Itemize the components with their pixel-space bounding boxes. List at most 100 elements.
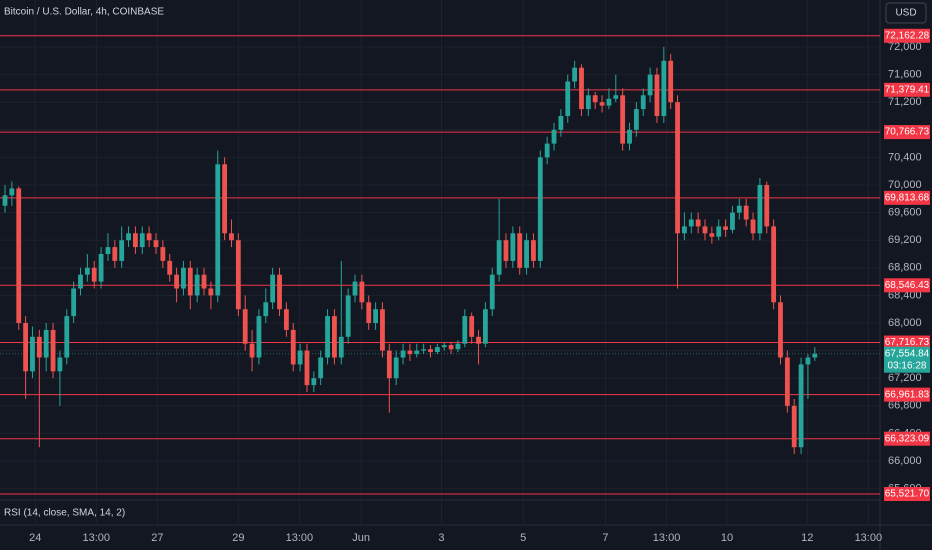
y-tick-label: 70,400 (888, 151, 922, 163)
candle-body (23, 323, 28, 372)
currency-button[interactable] (885, 2, 927, 24)
candle-body (235, 240, 241, 310)
x-tick-label: 29 (232, 532, 244, 544)
level-label: 67,716.73 (885, 337, 930, 348)
candle-body (181, 267, 186, 289)
candle-body (517, 233, 523, 268)
level-label: 66,961.83 (885, 389, 930, 400)
candle-body (524, 240, 529, 268)
candle-body (579, 67, 584, 110)
candle-body (441, 345, 447, 348)
candle-body (482, 309, 488, 344)
candle-body (126, 233, 131, 241)
candle-body (414, 350, 420, 355)
y-tick-label: 68,400 (888, 289, 922, 301)
candle-body (112, 247, 118, 261)
level-label: 71,379.41 (885, 84, 930, 95)
candle-body (771, 226, 777, 303)
candle-body (153, 240, 159, 248)
candle-body (386, 350, 392, 379)
y-tick-label: 66,000 (888, 455, 922, 467)
candle-body (242, 309, 248, 344)
candle-body (654, 74, 660, 116)
candle-body (174, 274, 179, 289)
current-price-label: 67,554.84 (885, 348, 930, 359)
level-label: 70,766.73 (885, 127, 930, 138)
y-tick-label: 71,200 (888, 96, 922, 108)
level-label-box (884, 431, 930, 446)
candle-body (9, 188, 15, 196)
candle-body (91, 267, 97, 282)
y-tick-label: 68,000 (888, 317, 922, 329)
candle-body (146, 233, 152, 241)
candle-body (43, 329, 49, 358)
level-label: 66,323.09 (885, 433, 930, 444)
x-tick-label: 24 (29, 532, 41, 544)
symbol-title: Bitcoin / U.S. Dollar, 4h, COINBASE (4, 7, 164, 18)
level-label-box (884, 487, 930, 502)
x-tick-label: Jun (352, 532, 370, 544)
candle-body (366, 302, 372, 324)
candle-body (297, 350, 303, 365)
candle-body (675, 102, 680, 234)
candle-body (201, 274, 207, 289)
countdown-label: 03:16:28 (888, 360, 927, 371)
candle-body (345, 295, 351, 337)
indicator-label: RSI (14, close, SMA, 14, 2) (4, 508, 125, 519)
candle-body (537, 157, 543, 261)
x-tick-label: 3 (438, 532, 444, 544)
y-tick-label: 66,800 (888, 400, 922, 412)
candle-body (277, 274, 282, 310)
current-price-box (884, 346, 930, 373)
candle-body (613, 95, 619, 99)
candle-body (627, 129, 632, 144)
x-tick-label: 12 (801, 532, 813, 544)
candle-body (57, 357, 63, 372)
candle-body (78, 274, 83, 289)
candle-body (98, 254, 104, 282)
candle-body (688, 219, 694, 227)
candle-body (187, 267, 193, 296)
candle-body (565, 81, 571, 116)
candle-body (448, 345, 454, 350)
y-tick-label: 69,200 (888, 234, 922, 246)
currency-label[interactable]: USD (895, 8, 916, 19)
candle-body (400, 350, 406, 358)
candle-body (208, 288, 214, 296)
level-label: 72,162.28 (885, 30, 930, 41)
candle-body (791, 405, 797, 448)
candle-body (36, 336, 42, 358)
candle-body (592, 95, 598, 103)
candle-body (709, 233, 715, 237)
candle-body (16, 188, 22, 324)
candle-body (194, 274, 200, 296)
candle-body (702, 226, 708, 234)
candle-body (805, 357, 811, 365)
axis: 65,60066,00066,40066,80067,20067,60068,0… (29, 28, 930, 544)
candle-body (434, 347, 440, 352)
candle-body (290, 329, 296, 365)
candle-body (736, 205, 742, 213)
candle-body (270, 274, 276, 303)
candle-body (105, 247, 111, 255)
candle-body (647, 74, 653, 96)
candle-body (682, 226, 687, 234)
level-label: 68,546.43 (885, 280, 930, 291)
candle-body (215, 164, 221, 296)
level-label-box (884, 82, 930, 97)
candle-body (352, 281, 358, 296)
level-label: 69,813.68 (885, 192, 930, 203)
candle-body (311, 378, 317, 386)
candle-body (338, 336, 344, 358)
candle-body (283, 309, 289, 330)
candle-body (2, 195, 8, 206)
x-tick-label: 13:00 (83, 532, 111, 544)
candle-body (812, 353, 818, 358)
candle-body (407, 350, 413, 355)
x-tick-label: 10 (721, 532, 733, 544)
x-tick-label: 13:00 (286, 532, 314, 544)
candle-body (71, 288, 77, 317)
level-label-box (884, 190, 930, 205)
